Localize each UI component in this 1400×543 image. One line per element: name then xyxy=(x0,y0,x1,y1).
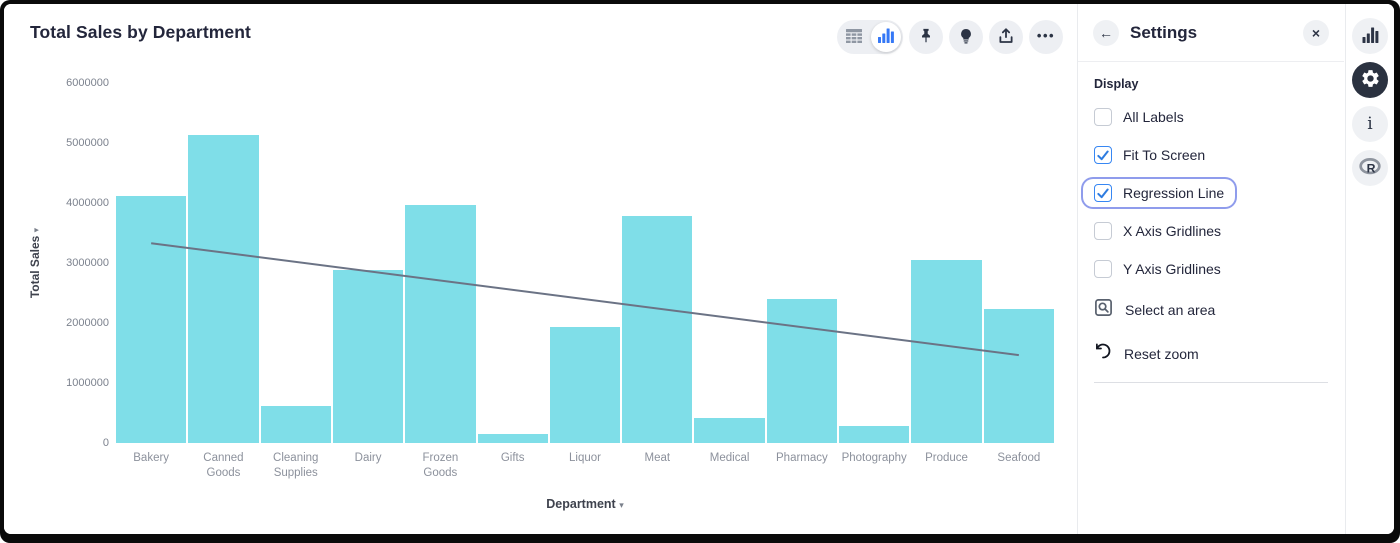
share-icon xyxy=(997,27,1015,48)
checkbox-label: Regression Line xyxy=(1123,185,1225,201)
y-tick-label: 3000000 xyxy=(66,257,109,269)
checkbox-label: All Labels xyxy=(1123,109,1184,125)
bar-chart-rail-icon xyxy=(1362,27,1379,46)
unchecked-checkbox-icon[interactable] xyxy=(1094,260,1112,278)
x-tick-label: Frozen Goods xyxy=(422,452,459,479)
reset-zoom-icon xyxy=(1094,342,1112,365)
bar[interactable] xyxy=(332,270,404,443)
pin-button[interactable] xyxy=(909,20,943,54)
y-tick-label: 5000000 xyxy=(66,137,109,149)
settings-checkbox-row[interactable]: X Axis Gridlines xyxy=(1083,217,1232,245)
bar[interactable] xyxy=(405,204,476,443)
checked-checkbox-icon[interactable] xyxy=(1094,146,1112,164)
back-arrow-icon: ← xyxy=(1099,24,1113,41)
x-tick-label: Seafood xyxy=(997,452,1041,464)
x-tick-label: Dairy xyxy=(354,452,382,464)
more-button[interactable]: ••• xyxy=(1029,20,1063,54)
checkbox-label: Fit To Screen xyxy=(1123,147,1206,163)
display-options: All Labels Fit To Screen Regression Line X … xyxy=(1094,103,1328,283)
area-select-icon xyxy=(1094,298,1113,322)
chart-card: Total Sales by Department xyxy=(4,4,1077,534)
y-tick-label: 0 xyxy=(102,437,109,449)
bar[interactable] xyxy=(766,298,838,443)
chart-view-button[interactable] xyxy=(871,22,901,52)
x-tick-label: Meat xyxy=(644,452,671,464)
r-logo-icon: R xyxy=(1359,157,1381,179)
close-icon: × xyxy=(1311,24,1321,41)
x-tick-label: Pharmacy xyxy=(776,452,828,464)
bar[interactable] xyxy=(694,417,765,443)
bar[interactable] xyxy=(983,308,1054,443)
bar[interactable] xyxy=(116,196,187,443)
x-tick-label: Canned Goods xyxy=(203,452,244,479)
app-content: Total Sales by Department xyxy=(4,4,1394,534)
rail-button-r-logo[interactable]: R xyxy=(1352,150,1388,186)
insights-button[interactable] xyxy=(949,20,983,54)
lightbulb-icon xyxy=(957,27,975,48)
x-tick-label: Medical xyxy=(709,452,750,464)
back-button[interactable]: ← xyxy=(1093,19,1119,46)
rail-button-info[interactable]: i xyxy=(1352,106,1388,142)
bar[interactable] xyxy=(188,135,259,443)
x-tick-label: Gifts xyxy=(500,452,525,464)
settings-checkbox-row[interactable]: Fit To Screen xyxy=(1083,141,1216,169)
info-icon: i xyxy=(1367,114,1373,134)
settings-header: ← Settings × xyxy=(1078,4,1344,62)
settings-checkbox-row[interactable]: Regression Line xyxy=(1083,179,1235,207)
rail-button-settings[interactable] xyxy=(1352,62,1388,98)
svg-text:R: R xyxy=(1367,161,1376,175)
bar[interactable] xyxy=(260,406,331,443)
rail-button-chart[interactable] xyxy=(1352,18,1388,54)
bar-chart-icon xyxy=(878,28,894,46)
checked-checkbox-icon[interactable] xyxy=(1094,184,1112,202)
action-label: Reset zoom xyxy=(1124,345,1199,362)
checkbox-label: X Axis Gridlines xyxy=(1123,223,1222,239)
x-tick-label: Bakery xyxy=(133,452,170,464)
chart-toolbar: ••• xyxy=(837,20,1063,54)
settings-title: Settings xyxy=(1130,22,1198,42)
y-axis-caret-icon: ▾ xyxy=(31,227,41,233)
x-axis-caret-icon: ▾ xyxy=(619,500,624,510)
x-tick-label: Liquor xyxy=(569,452,601,464)
page-title: Total Sales by Department xyxy=(30,22,251,42)
settings-checkbox-row[interactable]: Y Axis Gridlines xyxy=(1083,255,1232,283)
settings-action-row[interactable]: Select an area xyxy=(1094,293,1328,327)
ellipsis-icon: ••• xyxy=(1036,27,1056,43)
x-tick-label: Photography xyxy=(841,452,907,464)
display-section-label: Display xyxy=(1094,77,1139,91)
zoom-actions: Select an area Reset zoom xyxy=(1094,293,1328,370)
bar[interactable] xyxy=(911,260,982,443)
table-icon xyxy=(845,28,863,47)
bar[interactable] xyxy=(839,425,910,443)
gear-icon xyxy=(1360,68,1381,92)
bar[interactable] xyxy=(549,326,621,443)
y-tick-label: 4000000 xyxy=(66,197,109,209)
unchecked-checkbox-icon[interactable] xyxy=(1094,108,1112,126)
pin-icon xyxy=(917,27,935,48)
table-view-button[interactable] xyxy=(839,22,869,52)
settings-body: Display All Labels Fit To Screen Regressio… xyxy=(1078,62,1344,383)
y-axis-title[interactable]: Total Sales ▾ xyxy=(28,227,42,299)
close-button[interactable]: × xyxy=(1303,19,1329,46)
y-tick-label: 1000000 xyxy=(66,377,109,389)
bar[interactable] xyxy=(477,434,548,443)
unchecked-checkbox-icon[interactable] xyxy=(1094,222,1112,240)
view-toggle xyxy=(837,20,903,54)
settings-checkbox-row[interactable]: All Labels xyxy=(1083,103,1195,131)
share-button[interactable] xyxy=(989,20,1023,54)
x-tick-label: Cleaning Supplies xyxy=(273,452,319,479)
x-axis-title[interactable]: Department ▾ xyxy=(546,497,624,511)
bar[interactable] xyxy=(622,215,693,443)
y-tick-label: 6000000 xyxy=(66,77,109,89)
settings-action-row[interactable]: Reset zoom xyxy=(1094,337,1328,370)
y-tick-label: 2000000 xyxy=(66,317,109,329)
checkbox-label: Y Axis Gridlines xyxy=(1123,261,1221,277)
settings-divider xyxy=(1094,382,1328,383)
settings-panel: ← Settings × Display All Labels Fit To Sc… xyxy=(1077,4,1344,534)
x-tick-label: Produce xyxy=(925,452,968,464)
action-label: Select an area xyxy=(1125,302,1216,318)
